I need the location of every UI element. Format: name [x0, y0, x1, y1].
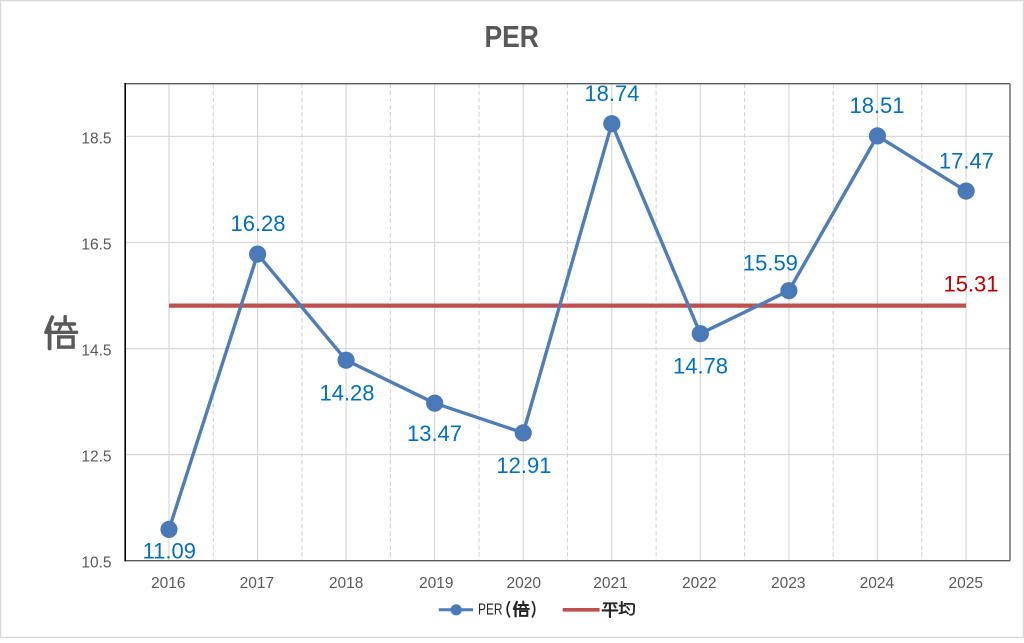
- svg-text:12.5: 12.5: [81, 449, 111, 466]
- svg-text:17.47: 17.47: [939, 149, 994, 174]
- svg-text:2025: 2025: [948, 575, 982, 592]
- svg-text:18.51: 18.51: [849, 93, 904, 118]
- svg-text:2021: 2021: [593, 575, 627, 592]
- svg-text:14.5: 14.5: [81, 343, 111, 360]
- svg-text:16.5: 16.5: [81, 237, 111, 254]
- svg-text:2022: 2022: [682, 575, 716, 592]
- svg-text:14.78: 14.78: [673, 354, 728, 379]
- svg-text:18.5: 18.5: [81, 130, 111, 147]
- svg-text:2016: 2016: [151, 575, 185, 592]
- svg-text:2023: 2023: [771, 575, 805, 592]
- svg-text:15.59: 15.59: [743, 250, 798, 275]
- svg-text:18.74: 18.74: [584, 81, 639, 106]
- svg-text:16.28: 16.28: [230, 211, 285, 236]
- svg-text:10.5: 10.5: [81, 555, 111, 572]
- svg-text:2019: 2019: [419, 575, 453, 592]
- svg-text:2017: 2017: [240, 575, 274, 592]
- svg-text:13.47: 13.47: [407, 421, 462, 446]
- svg-text:PER: PER: [478, 602, 503, 619]
- svg-text:2024: 2024: [860, 575, 895, 592]
- svg-text:15.31: 15.31: [943, 271, 998, 296]
- svg-text:2020: 2020: [507, 575, 542, 592]
- svg-text:11.09: 11.09: [143, 539, 196, 564]
- svg-text:PER: PER: [484, 19, 539, 54]
- svg-text:2018: 2018: [329, 575, 363, 592]
- svg-text:14.28: 14.28: [319, 380, 374, 405]
- svg-text:12.91: 12.91: [496, 453, 551, 478]
